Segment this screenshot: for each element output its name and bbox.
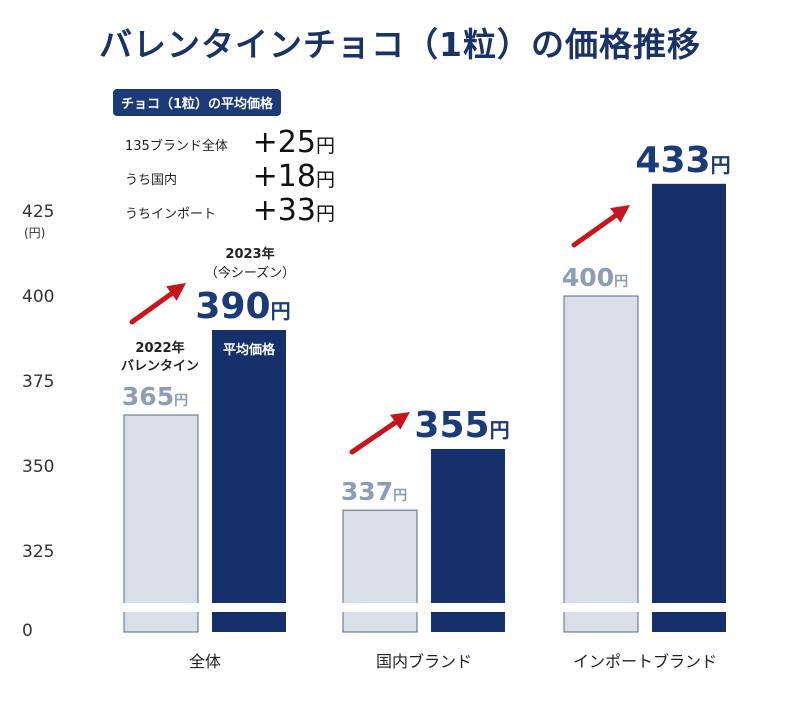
legend-2022-label: バレンタイン — [121, 359, 199, 374]
bar — [212, 330, 286, 632]
bar — [563, 295, 639, 633]
bar — [431, 449, 505, 632]
summary-value: +33円 — [252, 193, 335, 228]
arrow-head — [390, 412, 410, 430]
y-tick-label: 0 — [22, 621, 33, 641]
trend-arrow — [571, 208, 625, 248]
axis-break — [15, 603, 727, 612]
summary-header: チョコ（1粒）の平均価格 — [113, 89, 282, 116]
legend-2023-year: 2023年 — [225, 246, 274, 262]
arrow-head — [610, 205, 630, 223]
data-label: 365円 — [122, 382, 188, 411]
summary-row: うち国内 +18円 — [125, 159, 335, 194]
y-axis-unit: (円) — [24, 226, 45, 240]
data-label: 400円 — [562, 263, 628, 292]
arrow-head — [166, 283, 186, 301]
bar-inner-label: 平均価格 — [223, 342, 276, 358]
y-tick-label: 400 — [22, 287, 54, 307]
summary-value: +25円 — [252, 125, 335, 160]
trend-arrow — [349, 415, 405, 455]
summary-label: 135ブランド全体 — [125, 139, 228, 154]
summary-label: うちインポート — [125, 207, 217, 222]
legend-2023-label: （今シーズン） — [205, 265, 295, 281]
y-tick-label: 375 — [22, 372, 54, 392]
summary-label: うち国内 — [125, 173, 178, 188]
data-label: 390円 — [195, 286, 290, 327]
trend-arrow — [129, 286, 181, 325]
x-tick-label: インポートブランド — [573, 652, 717, 671]
bar — [123, 414, 199, 633]
bar — [342, 509, 418, 633]
data-label: 433円 — [635, 140, 730, 181]
data-label: 337円 — [341, 477, 407, 506]
bar — [652, 183, 726, 633]
y-tick-label: 325 — [22, 542, 54, 562]
x-tick-label: 全体 — [189, 652, 221, 671]
legend-2022-year: 2022年 — [135, 340, 184, 356]
y-tick-label: 425 — [22, 202, 54, 222]
summary-value: +18円 — [252, 159, 335, 194]
summary-row: 135ブランド全体 +25円 — [125, 125, 335, 160]
chart-title: バレンタインチョコ（1粒）の価格推移 — [99, 25, 701, 64]
y-tick-label: 350 — [22, 457, 54, 477]
data-label: 355円 — [414, 405, 509, 446]
x-tick-label: 国内ブランド — [376, 652, 472, 671]
summary-row: うちインポート +33円 — [125, 193, 335, 228]
